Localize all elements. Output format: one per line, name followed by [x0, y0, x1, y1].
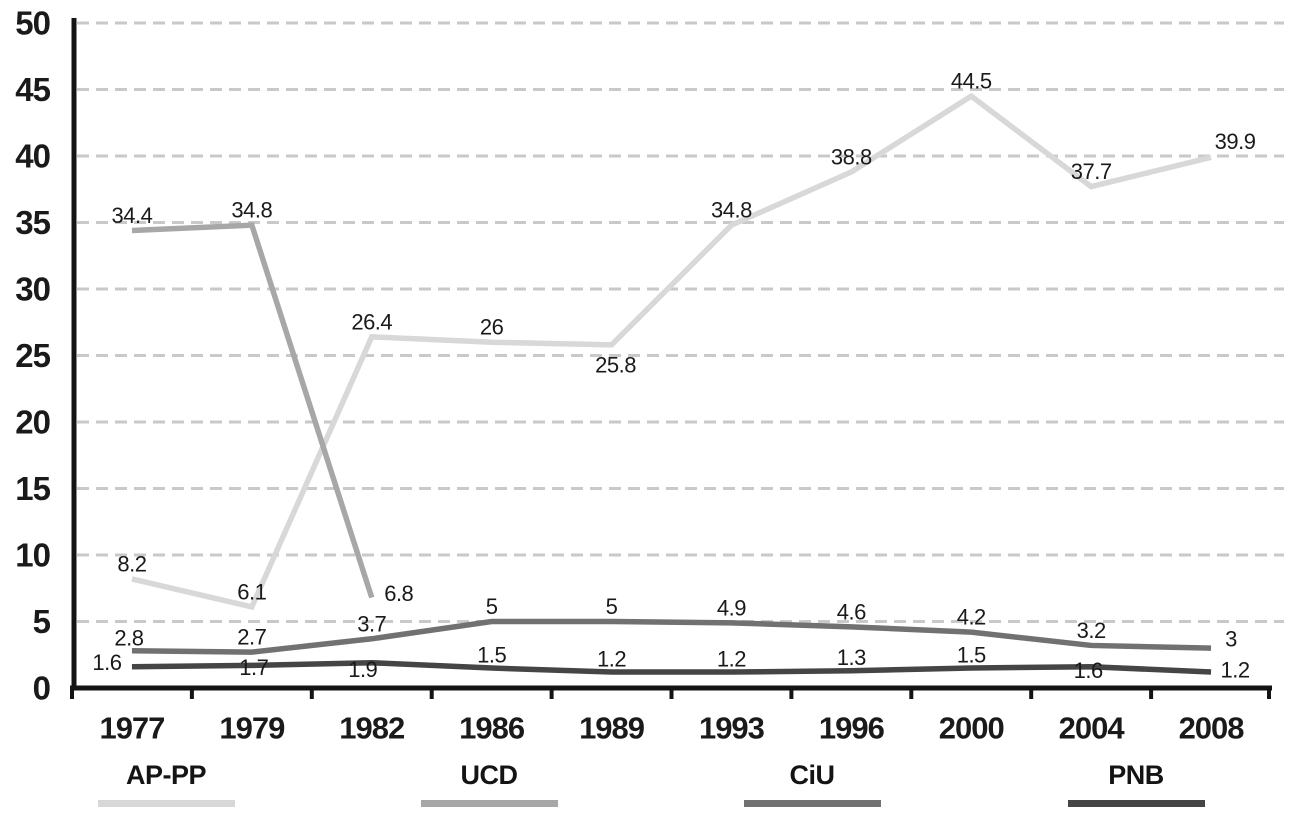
data-label-ap-pp-1977: 8.2 — [117, 551, 146, 576]
data-label-pnb-2008: 1.2 — [1221, 658, 1250, 683]
y-axis-tick-label: 10 — [15, 537, 50, 574]
y-axis-tick-label: 45 — [15, 71, 50, 108]
data-label-pnb-2004: 1.6 — [1074, 658, 1103, 683]
data-label-ap-pp-2008: 39.9 — [1215, 129, 1256, 154]
data-label-ap-pp-1979: 6.1 — [237, 579, 266, 604]
data-label-ap-pp-1989: 25.8 — [595, 352, 636, 377]
data-label-ciu-2008: 3 — [1225, 627, 1237, 652]
x-axis-tick-label: 1993 — [699, 710, 765, 745]
series-line-pnb — [131, 659, 1212, 675]
data-label-ciu-2004: 3.2 — [1077, 618, 1106, 643]
series-line-ap-pp — [131, 92, 1212, 611]
data-label-ciu-1979: 2.7 — [237, 625, 266, 650]
x-axis-tick-label: 2008 — [1179, 710, 1245, 745]
data-label-pnb-1977: 1.6 — [92, 650, 121, 675]
y-axis-tick-label: 15 — [15, 470, 50, 507]
data-label-pnb-2000: 1.5 — [957, 643, 986, 668]
data-label-ciu-1977: 2.8 — [114, 625, 143, 650]
data-label-pnb-1982: 1.9 — [348, 657, 377, 682]
data-label-ap-pp-1996: 38.8 — [831, 144, 872, 169]
x-axis-tick-label: 1979 — [219, 710, 285, 745]
y-axis-tick-label: 5 — [33, 603, 51, 640]
y-axis-tick-label: 35 — [15, 204, 50, 241]
data-label-ciu-2000: 4.2 — [957, 605, 986, 630]
data-label-ap-pp-2004: 37.7 — [1071, 159, 1112, 184]
data-label-ciu-1996: 4.6 — [837, 599, 866, 624]
y-axis-tick-label: 40 — [15, 138, 50, 175]
x-axis-tick-label: 1989 — [579, 710, 645, 745]
series-line-ucd — [131, 222, 375, 599]
data-label-ucd-1982: 6.8 — [384, 581, 413, 606]
data-label-pnb-1996: 1.3 — [837, 645, 866, 670]
data-label-pnb-1993: 1.2 — [717, 647, 746, 672]
y-axis-tick-label: 20 — [15, 404, 50, 441]
x-axis-tick-label: 2000 — [939, 710, 1004, 745]
data-label-ap-pp-2000: 44.5 — [951, 69, 992, 94]
x-axis-tick-label: 1977 — [99, 710, 164, 745]
data-label-ciu-1989: 5 — [606, 594, 618, 619]
data-label-ucd-1979: 34.8 — [231, 198, 272, 223]
data-label-pnb-1989: 1.2 — [597, 647, 626, 672]
data-label-pnb-1979: 1.7 — [239, 655, 268, 680]
data-label-ap-pp-1986: 26 — [480, 315, 504, 340]
x-axis-tick-label: 1996 — [819, 710, 885, 745]
y-axis-tick-label: 30 — [15, 271, 50, 308]
x-axis-tick-label: 1982 — [339, 710, 404, 745]
series-line-ciu — [131, 618, 1212, 655]
data-label-pnb-1986: 1.5 — [477, 643, 506, 668]
data-label-ucd-1977: 34.4 — [112, 203, 153, 228]
data-label-ap-pp-1993: 34.8 — [711, 198, 752, 223]
y-axis-tick-label: 0 — [33, 670, 50, 707]
x-axis-tick-label: 2004 — [1059, 710, 1126, 745]
y-axis-tick-label: 50 — [15, 5, 50, 42]
data-label-ciu-1982: 3.7 — [357, 611, 386, 636]
y-axis-tick-label: 25 — [15, 337, 50, 374]
data-label-ciu-1993: 4.9 — [717, 595, 746, 620]
x-axis-tick-label: 1986 — [459, 710, 525, 745]
data-label-ap-pp-1982: 26.4 — [351, 309, 392, 334]
data-label-ciu-1986: 5 — [486, 594, 498, 619]
